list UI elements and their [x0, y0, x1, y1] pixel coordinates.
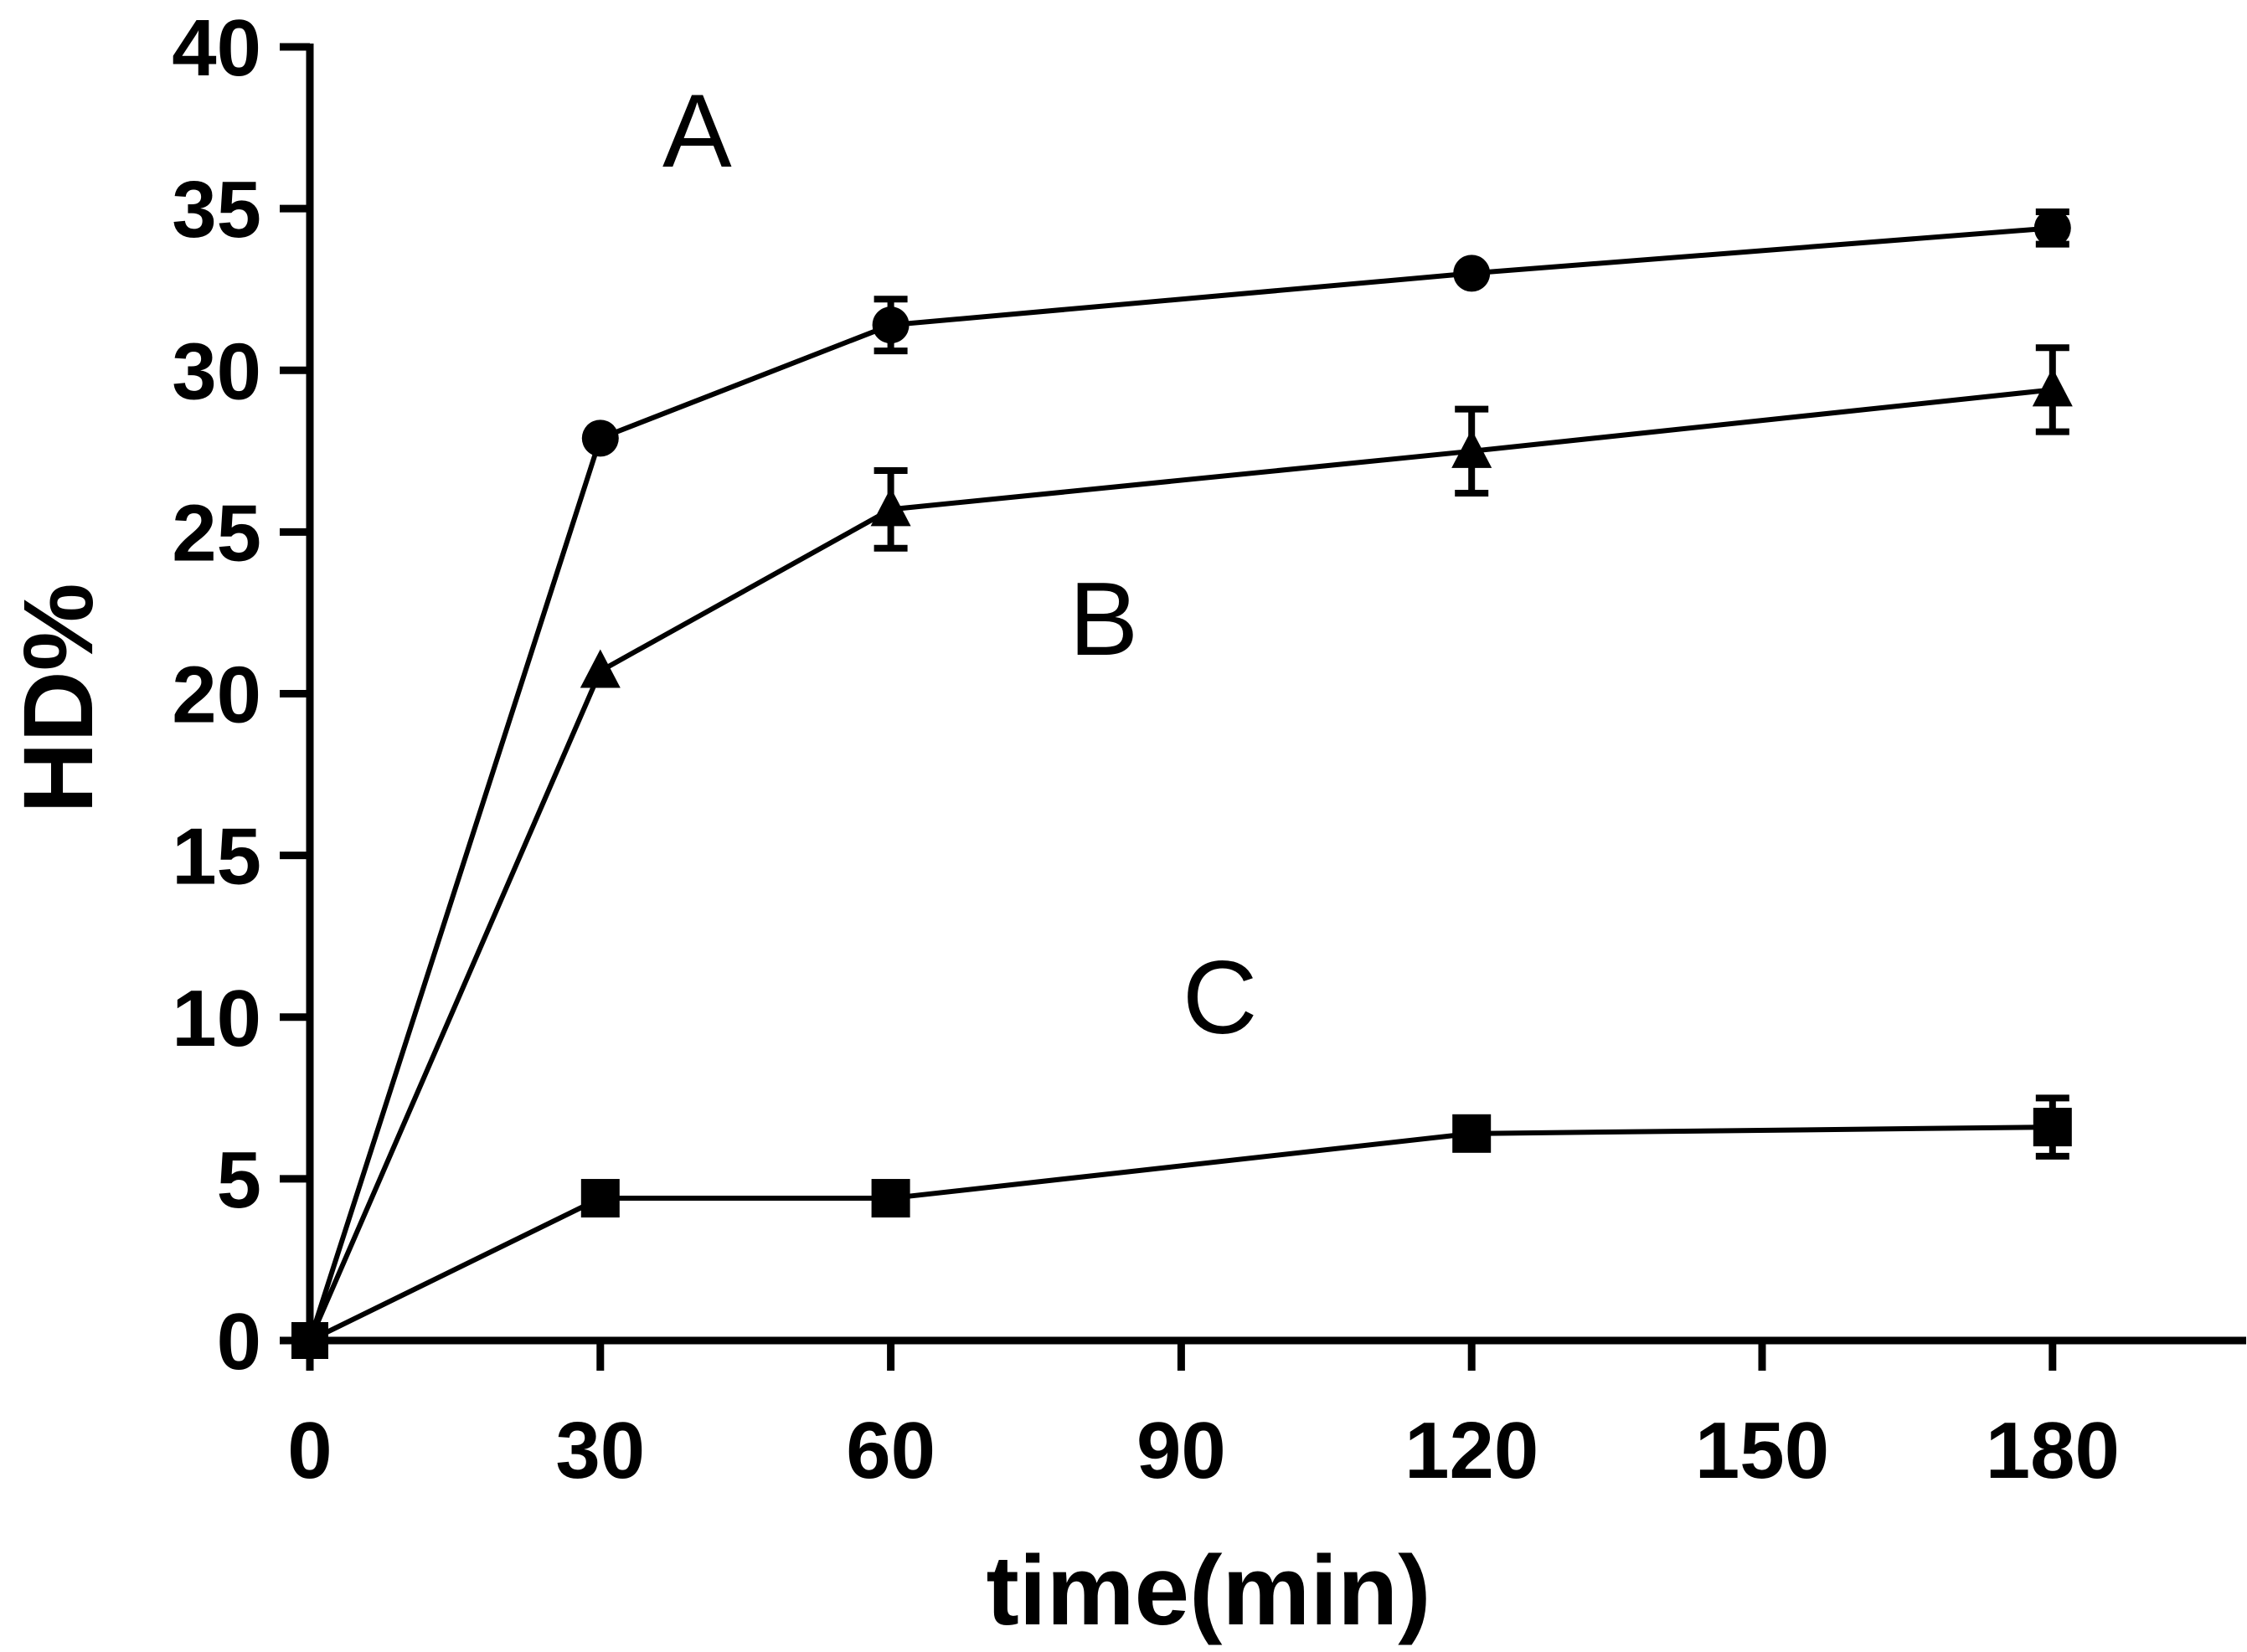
labels-layer: time(min) HD% A B C: [3, 74, 1431, 1646]
series-C: [291, 1094, 2072, 1359]
x-tick-label-0: 0: [287, 1406, 332, 1495]
y-tick-label-5: 5: [217, 1135, 261, 1225]
point-C-60: [871, 1179, 910, 1218]
point-B-60: [870, 487, 911, 527]
y-tick-label-10: 10: [172, 974, 261, 1063]
y-tick-label-25: 25: [172, 488, 261, 578]
y-tick-label-30: 30: [172, 327, 261, 416]
x-tick-label-180: 180: [1986, 1406, 2120, 1495]
point-C-30: [580, 1179, 620, 1218]
series-layer: [291, 208, 2073, 1359]
x-tick-label-150: 150: [1695, 1406, 1829, 1495]
point-B-180: [2032, 368, 2073, 407]
y-tick-label-20: 20: [172, 651, 261, 740]
point-B-120: [1451, 429, 1492, 468]
axes: 0 5 10 15 20 25 30 35 40 0 30 60 90 120 150 180: [172, 3, 2246, 1495]
point-A-180: [2033, 209, 2071, 247]
y-tick-label-40: 40: [172, 3, 261, 93]
point-A-120: [1453, 255, 1491, 292]
point-B-30: [580, 649, 621, 688]
y-axis-title: HD%: [3, 583, 114, 813]
series-annotation-C: C: [1183, 940, 1258, 1056]
point-A-60: [872, 306, 910, 344]
point-A-30: [581, 419, 619, 457]
series-annotation-A: A: [662, 74, 732, 189]
point-C-120: [1452, 1114, 1492, 1153]
x-tick-label-30: 30: [555, 1406, 645, 1495]
x-axis-title: time(min): [987, 1536, 1431, 1646]
point-C-0: [291, 1322, 328, 1359]
y-tick-label-0: 0: [217, 1297, 261, 1387]
y-tick-label-15: 15: [172, 812, 261, 902]
x-tick-label-90: 90: [1136, 1406, 1226, 1495]
y-tick-label-35: 35: [172, 165, 261, 255]
point-C-180: [2033, 1108, 2072, 1147]
x-tick-label-120: 120: [1404, 1406, 1538, 1495]
series-annotation-B: B: [1069, 562, 1139, 677]
x-tick-label-60: 60: [846, 1406, 935, 1495]
